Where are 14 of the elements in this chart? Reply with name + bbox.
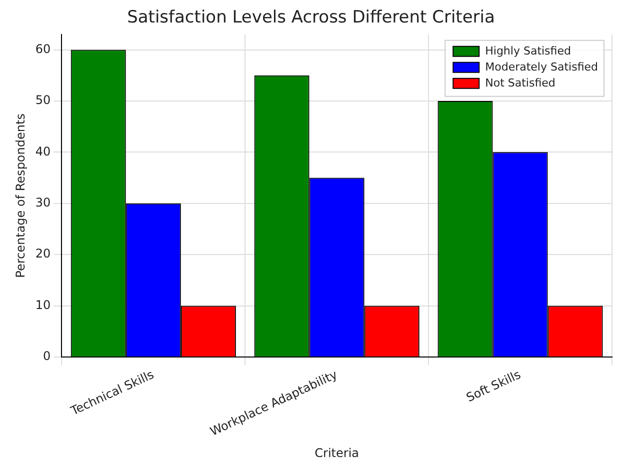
- y-tick-label: 20: [35, 246, 51, 261]
- x-tick-label: Soft Skills: [464, 367, 523, 405]
- legend-label: Highly Satisfied: [485, 44, 571, 58]
- legend-label: Not Satisfied: [485, 76, 556, 90]
- chart-title: Satisfaction Levels Across Different Criteria: [127, 8, 495, 28]
- y-tick-label: 0: [43, 349, 51, 364]
- y-tick-label: 60: [35, 42, 51, 56]
- y-tick-label: 50: [35, 93, 51, 108]
- y-tick-label: 40: [35, 144, 51, 158]
- y-tick-label: 10: [35, 298, 51, 312]
- legend-label: Moderately Satisfied: [485, 60, 598, 74]
- x-axis-title: Criteria: [314, 446, 360, 460]
- y-axis-title: Percentage of Respondents: [13, 114, 28, 278]
- y-tick-label: 30: [35, 196, 51, 210]
